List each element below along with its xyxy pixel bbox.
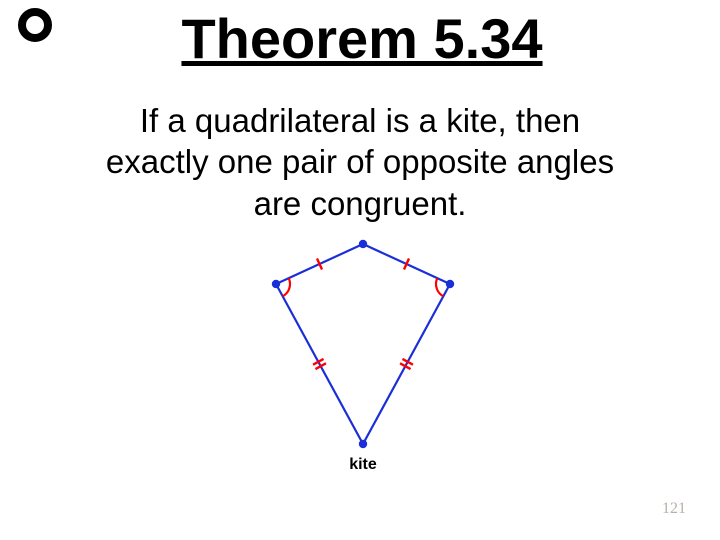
- kite-svg: [258, 232, 468, 458]
- page-number: 121: [662, 500, 686, 518]
- slide-bullet: [18, 8, 52, 42]
- kite-diagram: kite: [258, 232, 468, 480]
- theorem-title: Theorem 5.34: [112, 6, 612, 71]
- theorem-statement: If a quadrilateral is a kite, thenexactl…: [60, 100, 660, 224]
- kite-caption: kite: [258, 456, 468, 474]
